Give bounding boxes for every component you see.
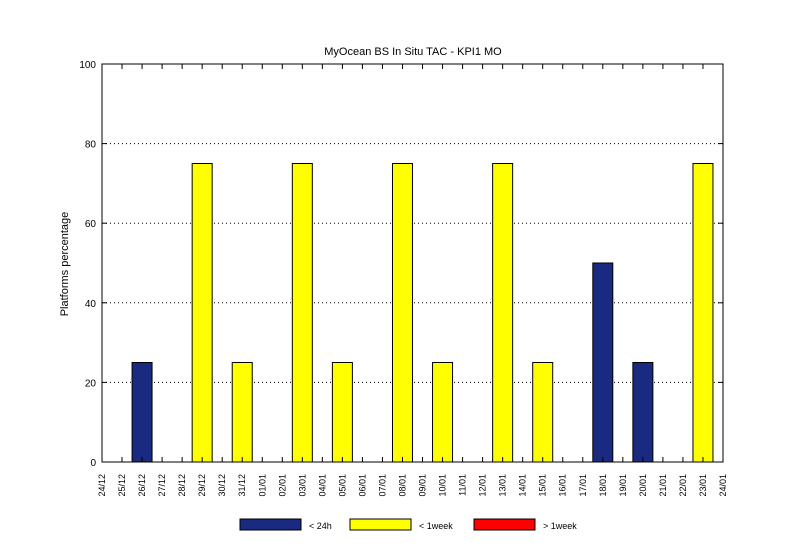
legend-swatch: [349, 518, 412, 531]
bar: [291, 163, 313, 463]
bar: [231, 362, 253, 463]
x-tick-label: 02/01: [277, 474, 287, 497]
x-tick-label: 27/12: [157, 474, 167, 497]
legend: < 24h < 1week > 1week: [239, 518, 577, 531]
x-tick-label: 18/01: [598, 474, 608, 497]
bar: [492, 163, 514, 463]
x-tick-label: 03/01: [297, 474, 307, 497]
plot-frame: [101, 63, 724, 463]
y-tick-label: 100: [79, 60, 96, 71]
x-tick-label: 15/01: [538, 474, 548, 497]
y-tick-label: 60: [85, 219, 97, 230]
bar: [391, 163, 413, 463]
x-tick-label: 01/01: [257, 474, 267, 497]
legend-swatch: [239, 518, 302, 531]
legend-swatch: [473, 518, 536, 531]
bar: [632, 362, 654, 463]
x-tick-label: 24/12: [97, 474, 107, 497]
x-tick-label: 10/01: [438, 474, 448, 497]
bar: [131, 362, 153, 463]
y-ticks: 0 20 40 60 80 100: [79, 60, 723, 469]
bar: [191, 163, 213, 463]
x-tick-label: 20/01: [638, 474, 648, 497]
y-tick-label: 80: [85, 140, 97, 151]
bars: [131, 163, 714, 463]
x-tick-label: 19/01: [618, 474, 628, 497]
x-ticks: 24/12 25/12 26/12 27/12 28/12 29/12 30/12 31/12…: [97, 64, 728, 497]
x-tick-label: 22/01: [678, 474, 688, 497]
x-tick-label: 23/01: [698, 474, 708, 497]
x-tick-label: 12/01: [478, 474, 488, 497]
legend-label: < 1week: [419, 521, 453, 531]
bar: [532, 362, 554, 463]
x-tick-label: 04/01: [317, 474, 327, 497]
x-tick-label: 07/01: [377, 474, 387, 497]
x-tick-label: 31/12: [237, 474, 247, 497]
x-tick-label: 05/01: [337, 474, 347, 497]
x-tick-label: 09/01: [418, 474, 428, 497]
x-tick-label: 17/01: [578, 474, 588, 497]
x-tick-label: 26/12: [137, 474, 147, 497]
bar: [432, 362, 454, 463]
x-tick-label: 16/01: [558, 474, 568, 497]
x-tick-label: 30/12: [217, 474, 227, 497]
x-tick-label: 14/01: [518, 474, 528, 497]
y-axis-label: Platforms percentage: [59, 212, 71, 317]
y-tick-label: 0: [90, 458, 96, 469]
bar: [331, 362, 353, 463]
bar: [692, 163, 714, 463]
y-tick-label: 20: [85, 378, 97, 389]
x-tick-label: 06/01: [357, 474, 367, 497]
y-tick-label: 40: [85, 299, 97, 310]
x-tick-label: 28/12: [177, 474, 187, 497]
x-tick-label: 24/01: [718, 474, 728, 497]
chart-title: MyOcean BS In Situ TAC - KPI1 MO: [324, 46, 502, 58]
x-tick-label: 13/01: [498, 474, 508, 497]
legend-label: > 1week: [543, 521, 577, 531]
x-tick-label: 29/12: [197, 474, 207, 497]
legend-label: < 24h: [309, 521, 332, 531]
x-tick-label: 25/12: [117, 474, 127, 497]
x-tick-label: 11/01: [458, 474, 468, 496]
x-tick-label: 21/01: [658, 474, 668, 497]
bar: [592, 262, 614, 463]
x-tick-label: 08/01: [397, 474, 407, 497]
